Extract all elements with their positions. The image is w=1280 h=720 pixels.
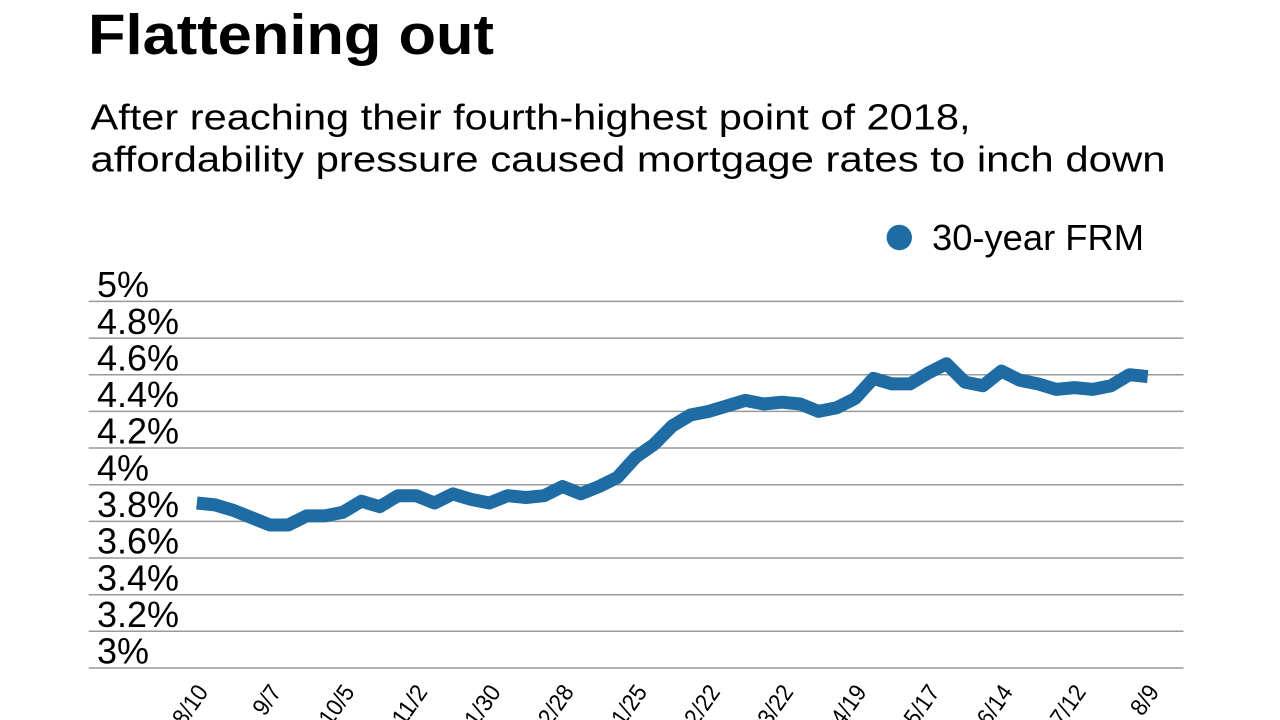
svg-text:3.6%: 3.6% [97,521,179,562]
svg-text:4.4%: 4.4% [97,374,179,415]
svg-text:3.4%: 3.4% [97,557,179,598]
svg-text:4.6%: 4.6% [97,337,179,378]
svg-text:30-year FRM: 30-year FRM [932,217,1144,258]
svg-text:4.2%: 4.2% [97,411,179,452]
svg-text:4.8%: 4.8% [97,301,179,342]
svg-text:After reaching their fourth-hi: After reaching their fourth-highest poin… [91,97,971,138]
svg-text:4%: 4% [97,447,149,488]
svg-text:3%: 3% [97,631,149,672]
svg-text:3.8%: 3.8% [97,484,179,525]
svg-text:Flattening out: Flattening out [88,3,494,67]
svg-text:affordability pressure caused: affordability pressure caused mortgage r… [91,139,1166,180]
svg-text:5%: 5% [97,264,149,305]
svg-text:3.2%: 3.2% [97,594,179,635]
